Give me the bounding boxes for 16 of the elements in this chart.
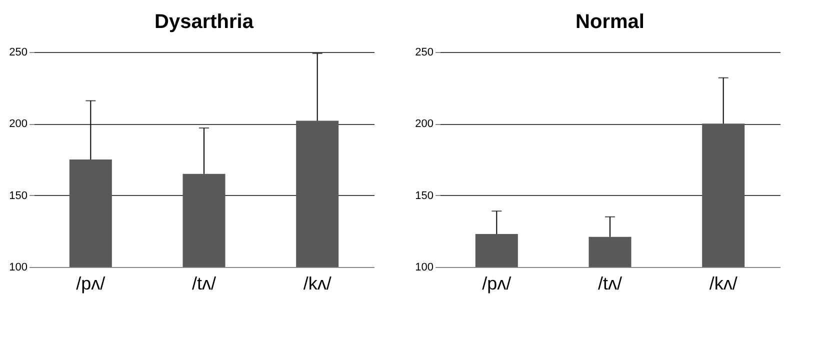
x-tick-label: /kʌ/ bbox=[709, 274, 738, 294]
chart-title: Dysarthria bbox=[154, 11, 254, 33]
x-tick-label: /pʌ/ bbox=[482, 274, 512, 294]
y-tick-label: 150 bbox=[9, 190, 28, 202]
y-tick-label: 200 bbox=[9, 118, 28, 130]
x-tick-label: /kʌ/ bbox=[303, 274, 332, 294]
y-tick-label: 200 bbox=[415, 118, 434, 130]
y-tick-label: 100 bbox=[415, 262, 434, 274]
y-tick-label: 250 bbox=[9, 46, 28, 58]
y-tick-label: 150 bbox=[415, 190, 434, 202]
x-tick-label: /tʌ/ bbox=[598, 274, 622, 294]
x-tick-label: /pʌ/ bbox=[76, 274, 106, 294]
chart-title: Normal bbox=[576, 11, 644, 33]
y-tick-label: 250 bbox=[415, 46, 434, 58]
x-tick-label: /tʌ/ bbox=[192, 274, 216, 294]
y-tick-label: 100 bbox=[9, 262, 28, 274]
